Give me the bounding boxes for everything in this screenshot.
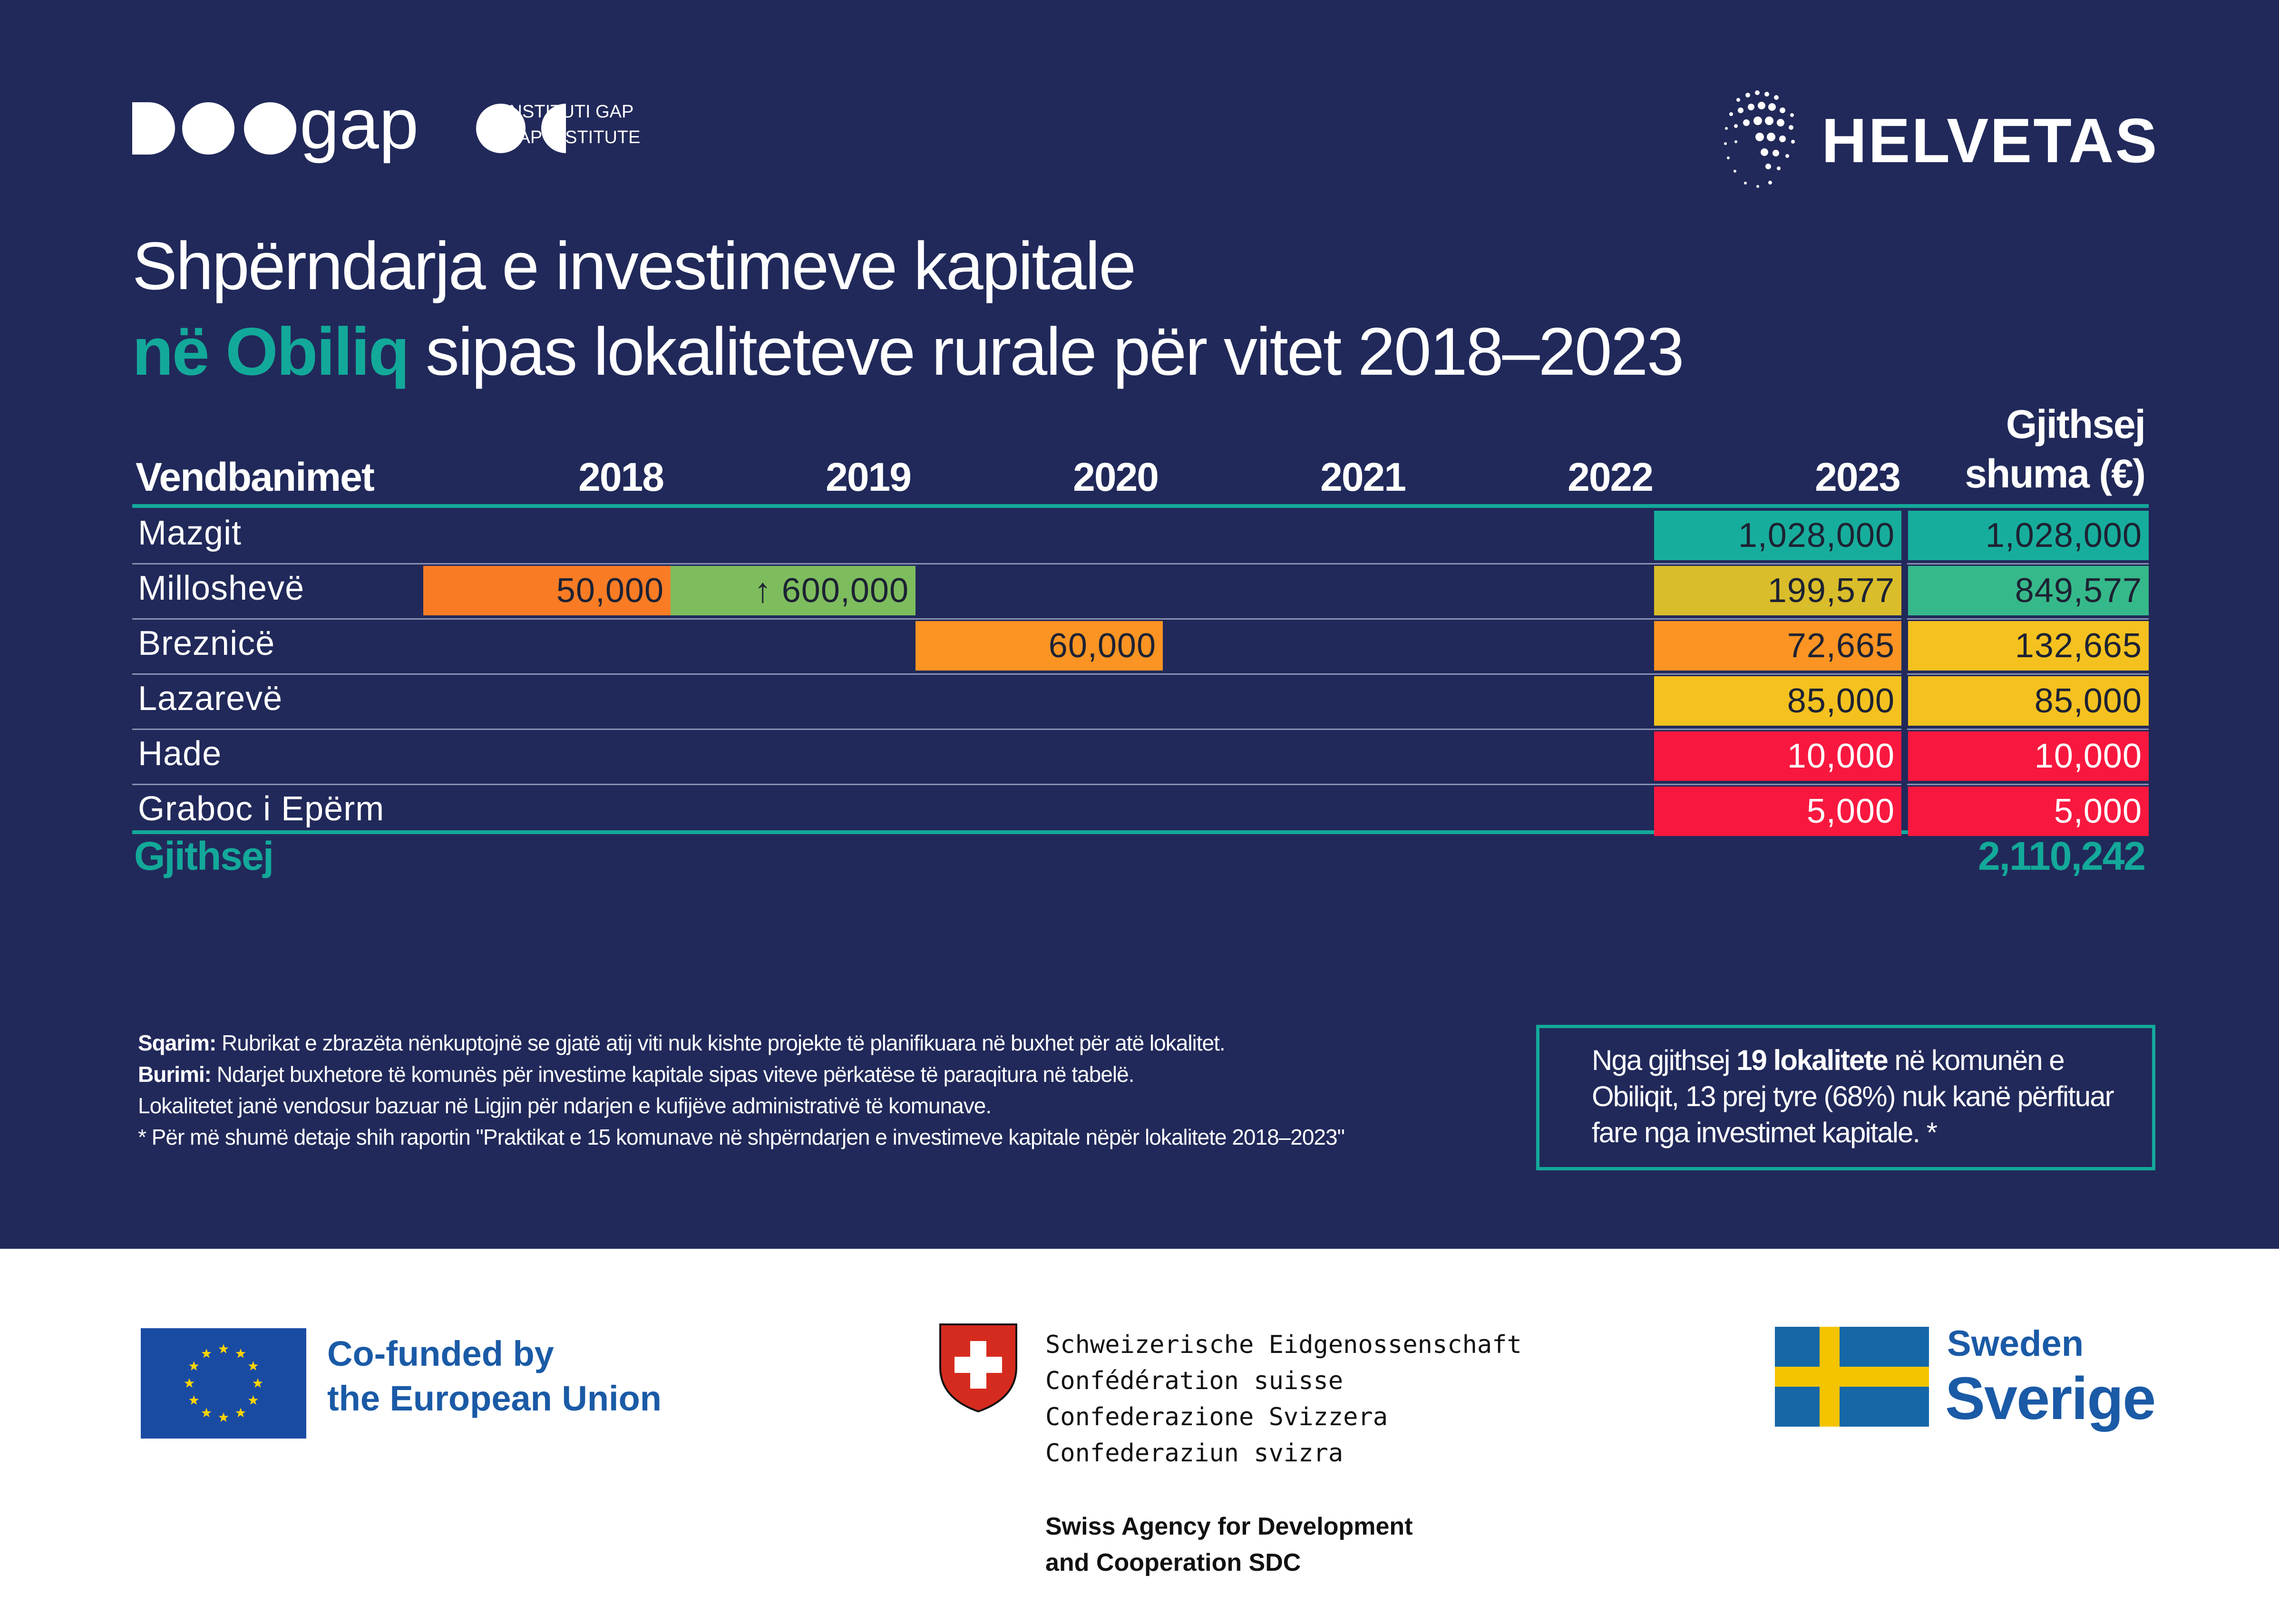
total-cell: 5,000 <box>1908 787 2149 836</box>
note-clarification-text: Rubrikat e zbrazëta nënkuptojnë se gjatë… <box>216 1031 1226 1055</box>
gap-institute-text: INSTITUTI GAP GAP INSTITUTE <box>504 99 640 150</box>
note-source: Burimi: Ndarjet buxhetore të komunës për… <box>138 1059 1344 1090</box>
table-cell: 10,000 <box>1654 731 1901 781</box>
eu-star-icon <box>253 1378 263 1388</box>
title-line1: Shpërndarja e investimeve kapitale <box>132 228 1136 304</box>
total-cell: 132,665 <box>1908 621 2149 671</box>
note-line4: * Për më shumë detaje shih raportin "Pra… <box>138 1125 1345 1149</box>
total-cell: 85,000 <box>1908 676 2149 726</box>
sweden-flag-icon <box>1775 1327 1929 1427</box>
eu-star-icon <box>218 1412 229 1422</box>
callout-bold: 19 lokalitete <box>1736 1044 1889 1076</box>
column-header-2020: 2020 <box>1073 455 1159 499</box>
row-label: Milloshevë <box>138 569 305 607</box>
row-divider <box>132 563 2149 564</box>
row-label: Hade <box>138 735 222 773</box>
ch-line3: Confederazione Svizzera <box>1045 1403 1388 1431</box>
eu-star-icon <box>201 1348 212 1358</box>
callout-part1: Nga gjithsej <box>1592 1044 1737 1076</box>
total-header-line2: shuma (€) <box>1965 451 2146 496</box>
eu-star-icon <box>189 1361 199 1371</box>
table-cell: 72,665 <box>1654 621 1901 671</box>
row-label: Graboc i Epërm <box>138 790 385 828</box>
gap-institute-logo: gap <box>132 95 566 164</box>
row-divider <box>132 729 2149 730</box>
eu-star-icon <box>248 1361 258 1371</box>
infographic-panel: gap INSTITUTI GAP GAP INSTITUTE HELVETAS… <box>0 0 2279 1249</box>
grand-total-label: Gjithsej <box>134 834 274 878</box>
column-header-settlements: Vendbanimet <box>136 455 375 499</box>
table-cell: 85,000 <box>1654 676 1901 726</box>
ch-line4: Confederaziun svizra <box>1045 1439 1344 1468</box>
table-cell: ↑ 600,000 <box>671 566 915 615</box>
eu-star-icon <box>189 1395 199 1405</box>
note-clarification: Sqarim: Rubrikat e zbrazëta nënkuptojnë … <box>138 1027 1344 1059</box>
sdc-text: Swiss Agency for Development and Coopera… <box>1045 1508 1413 1581</box>
total-cell: 849,577 <box>1908 566 2149 615</box>
note-source-text: Ndarjet buxhetore të komunës për investi… <box>211 1062 1135 1087</box>
ch-line2: Confédération suisse <box>1045 1367 1344 1395</box>
helvetas-wordmark: HELVETAS <box>1821 106 2159 175</box>
callout-part2: në komunën e Obiliqit, 13 prej tyre (68%… <box>1592 1044 2114 1148</box>
title-line2: në Obiliq sipas lokaliteteve rurale për … <box>132 309 1685 395</box>
column-header-2021: 2021 <box>1320 455 1406 499</box>
gap-institute-line2: GAP INSTITUTE <box>504 127 641 147</box>
sverige-text: Sverige <box>1945 1365 2156 1432</box>
title-highlight: në Obiliq <box>132 314 409 389</box>
callout-box: Nga gjithsej 19 lokalitete në komunën e … <box>1536 1025 2155 1170</box>
eu-star-icon <box>201 1408 212 1418</box>
title-line2-rest: sipas lokaliteteve rurale për vitet 2018… <box>408 314 1685 389</box>
grand-total-value: 2,110,242 <box>1977 834 2146 878</box>
table-cell: 5,000 <box>1654 787 1901 836</box>
row-divider <box>132 618 2149 620</box>
row-divider <box>132 673 2149 675</box>
gap-institute-line1: INSTITUTI GAP <box>504 102 634 122</box>
notes: Sqarim: Rubrikat e zbrazëta nënkuptojnë … <box>138 1027 1345 1153</box>
sweden-text: Sweden <box>1947 1323 2084 1364</box>
column-header-2018: 2018 <box>578 455 664 499</box>
column-header-total: Gjithsej shuma (€) <box>1912 399 2146 498</box>
ch-line1: Schweizerische Eidgenossenschaft <box>1045 1331 1522 1359</box>
eu-star-icon <box>218 1344 229 1353</box>
column-header-2022: 2022 <box>1568 455 1654 499</box>
eu-line2: the European Union <box>327 1379 662 1418</box>
footer-rule <box>132 830 2149 834</box>
column-header-2023: 2023 <box>1815 455 1901 499</box>
eu-flag-icon <box>141 1328 306 1439</box>
row-label: Lazarevë <box>138 680 283 718</box>
table-cell: 199,577 <box>1654 566 1901 615</box>
table-cell: 50,000 <box>423 566 671 615</box>
eu-star-icon <box>248 1395 258 1405</box>
swiss-confederation-text: Schweizerische Eidgenossenschaft Confédé… <box>1045 1327 1522 1471</box>
total-column-separator <box>1901 508 1907 830</box>
row-label: Breznicë <box>138 624 275 662</box>
total-cell: 1,028,000 <box>1908 511 2149 560</box>
eu-star-icon <box>235 1408 246 1418</box>
callout-text: Nga gjithsej 19 lokalitete në komunën e … <box>1592 1042 2134 1151</box>
eu-cofunded-text: Co-funded by the European Union <box>327 1332 662 1421</box>
note-line3: Lokalitetet janë vendosur bazuar në Ligj… <box>138 1093 992 1118</box>
globe-icon <box>1724 90 1795 188</box>
swiss-shield-icon <box>939 1323 1017 1412</box>
column-header-2019: 2019 <box>826 455 912 499</box>
total-cell: 10,000 <box>1908 731 2149 781</box>
row-label: Mazgit <box>138 514 242 552</box>
sdc-line1: Swiss Agency for Development <box>1045 1513 1413 1540</box>
table-cell: 1,028,000 <box>1654 511 1901 560</box>
table-cell: 60,000 <box>915 621 1163 671</box>
total-header-line1: Gjithsej <box>2006 402 2146 447</box>
row-divider <box>132 784 2149 785</box>
header-rule <box>132 504 2149 508</box>
gap-wordmark: gap <box>300 95 419 164</box>
sdc-line2: and Cooperation SDC <box>1045 1549 1301 1576</box>
eu-star-icon <box>235 1348 246 1358</box>
chart-title: Shpërndarja e investimeve kapitale në Ob… <box>132 224 1685 395</box>
eu-line1: Co-funded by <box>327 1334 554 1373</box>
note-source-label: Burimi: <box>138 1062 212 1087</box>
note-clarification-label: Sqarim: <box>138 1031 216 1055</box>
helvetas-logo: HELVETAS <box>1712 81 2157 200</box>
investment-table: Vendbanimet 2018 2019 2020 2021 2022 202… <box>132 399 2149 878</box>
eu-star-icon <box>184 1378 195 1388</box>
